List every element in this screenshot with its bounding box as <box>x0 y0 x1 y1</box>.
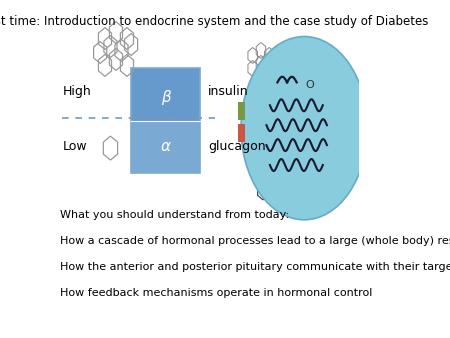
Text: Low: Low <box>63 140 87 153</box>
Text: Last time: Introduction to endocrine system and the case study of Diabetes: Last time: Introduction to endocrine sys… <box>0 15 428 28</box>
Text: How feedback mechanisms operate in hormonal control: How feedback mechanisms operate in hormo… <box>60 288 372 297</box>
Text: α: α <box>161 139 171 154</box>
Bar <box>131 121 200 173</box>
Text: What you should understand from today:: What you should understand from today: <box>60 210 289 220</box>
Bar <box>131 68 200 121</box>
Bar <box>238 124 245 142</box>
Text: High: High <box>63 85 91 98</box>
Bar <box>131 68 200 173</box>
Text: How a cascade of hormonal processes lead to a large (whole body) response: How a cascade of hormonal processes lead… <box>60 236 450 246</box>
Bar <box>238 102 245 120</box>
Text: β: β <box>161 90 170 105</box>
Text: How the anterior and posterior pituitary communicate with their targets: How the anterior and posterior pituitary… <box>60 262 450 272</box>
Text: insulin: insulin <box>208 85 249 98</box>
Text: glucagon: glucagon <box>208 140 266 153</box>
Text: O: O <box>306 80 314 90</box>
Ellipse shape <box>241 37 368 220</box>
